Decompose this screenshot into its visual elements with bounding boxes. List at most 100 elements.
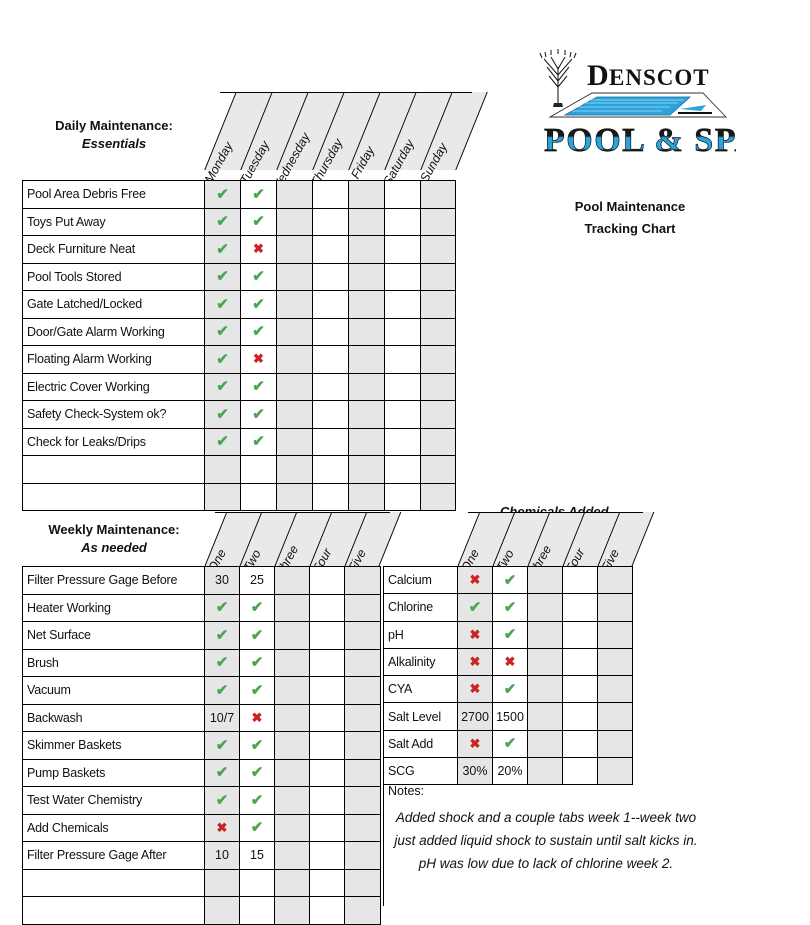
data-cell[interactable] [274,676,310,705]
data-cell[interactable]: ✔ [204,731,240,760]
data-cell[interactable] [276,207,313,236]
table-row[interactable]: Filter Pressure Gage Before 30 25 [22,566,381,595]
data-cell[interactable] [344,813,381,842]
data-cell[interactable]: ✔ [204,180,241,209]
data-cell[interactable] [597,593,633,622]
data-cell[interactable] [344,648,381,677]
data-cell[interactable] [274,758,310,787]
data-cell[interactable] [348,207,385,236]
table-row[interactable]: Check for Leaks/Drips ✔ ✔ [22,427,456,456]
data-cell[interactable]: ✖ [240,345,277,374]
table-row[interactable]: pH ✖ ✔ [383,620,633,649]
data-cell[interactable] [527,702,563,731]
data-cell[interactable] [312,290,349,319]
data-cell[interactable] [276,482,313,511]
data-cell[interactable] [240,482,277,511]
data-cell[interactable]: ✔ [204,262,241,291]
data-cell[interactable] [348,317,385,346]
table-row[interactable]: Heater Working ✔ ✔ [22,593,381,622]
data-cell[interactable]: ✔ [204,317,241,346]
data-cell[interactable]: ✔ [239,648,275,677]
data-cell[interactable] [274,896,310,925]
data-cell[interactable]: ✖ [457,565,493,595]
data-cell[interactable]: ✔ [204,593,240,622]
data-cell[interactable]: ✔ [240,317,277,346]
table-row[interactable]: Deck Furniture Neat ✔ ✖ [22,235,456,264]
table-row[interactable]: Salt Add ✖ ✔ [383,729,633,759]
data-cell[interactable]: ✔ [204,235,241,264]
data-cell[interactable] [420,482,456,511]
data-cell[interactable] [276,262,313,291]
data-cell[interactable]: 15 [239,841,275,870]
data-cell[interactable] [384,400,421,429]
data-cell[interactable] [348,427,385,456]
data-cell[interactable]: 1500 [492,702,528,731]
data-cell[interactable] [344,703,381,732]
data-cell[interactable]: ✔ [204,345,241,374]
data-cell[interactable] [348,400,385,429]
data-cell[interactable] [204,896,240,925]
data-cell[interactable] [562,620,598,649]
data-cell[interactable]: 30% [457,757,493,786]
data-cell[interactable]: 10/7 [204,703,240,732]
data-cell[interactable] [344,758,381,787]
table-row[interactable]: Backwash 10/7 ✖ [22,703,381,732]
data-cell[interactable] [384,482,421,511]
table-row[interactable] [22,455,456,484]
data-cell[interactable]: ✖ [204,813,240,842]
table-row[interactable]: Door/Gate Alarm Working ✔ ✔ [22,317,456,346]
data-cell[interactable] [348,455,385,484]
data-cell[interactable]: ✔ [240,400,277,429]
data-cell[interactable] [384,427,421,456]
data-cell[interactable] [597,565,633,595]
data-cell[interactable] [384,345,421,374]
data-cell[interactable]: ✔ [204,427,241,456]
data-cell[interactable] [344,593,381,622]
data-cell[interactable]: ✔ [204,290,241,319]
data-cell[interactable] [597,729,633,759]
data-cell[interactable]: ✔ [240,290,277,319]
data-cell[interactable] [312,207,349,236]
data-cell[interactable]: ✔ [492,565,528,595]
data-cell[interactable]: 30 [204,566,240,595]
data-cell[interactable] [420,207,456,236]
table-row[interactable]: Net Surface ✔ ✔ [22,621,381,650]
data-cell[interactable]: ✔ [492,593,528,622]
data-cell[interactable] [597,757,633,786]
data-cell[interactable]: ✔ [204,648,240,677]
data-cell[interactable] [274,813,310,842]
data-cell[interactable]: ✖ [457,620,493,649]
data-cell[interactable] [312,262,349,291]
data-cell[interactable] [420,372,456,401]
data-cell[interactable] [562,729,598,759]
data-cell[interactable] [420,180,456,209]
data-cell[interactable] [348,290,385,319]
data-cell[interactable]: ✔ [204,758,240,787]
data-cell[interactable]: ✔ [204,786,240,815]
data-cell[interactable] [348,482,385,511]
data-cell[interactable] [312,345,349,374]
table-row[interactable] [22,896,381,925]
data-cell[interactable] [309,648,345,677]
data-cell[interactable] [312,317,349,346]
data-cell[interactable]: ✔ [204,207,241,236]
data-cell[interactable] [309,593,345,622]
data-cell[interactable] [204,482,241,511]
chemicals-added-table[interactable]: Calcium ✖ ✔ Chlorine ✔ ✔ pH ✖ ✔ Alkalinity ✖ ✖ CYA ✖ ✔… [383,565,633,786]
data-cell[interactable]: ✔ [239,786,275,815]
data-cell[interactable] [344,896,381,925]
table-row[interactable]: Salt Level 2700 1500 [383,702,633,731]
data-cell[interactable] [344,676,381,705]
data-cell[interactable] [309,676,345,705]
data-cell[interactable] [309,841,345,870]
table-row[interactable]: Test Water Chemistry ✔ ✔ [22,786,381,815]
table-row[interactable]: Calcium ✖ ✔ [383,565,633,595]
data-cell[interactable] [274,593,310,622]
data-cell[interactable] [276,180,313,209]
data-cell[interactable]: ✔ [204,400,241,429]
table-row[interactable]: Electric Cover Working ✔ ✔ [22,372,456,401]
data-cell[interactable] [312,372,349,401]
data-cell[interactable] [527,729,563,759]
data-cell[interactable]: ✔ [204,372,241,401]
data-cell[interactable]: ✔ [492,620,528,649]
